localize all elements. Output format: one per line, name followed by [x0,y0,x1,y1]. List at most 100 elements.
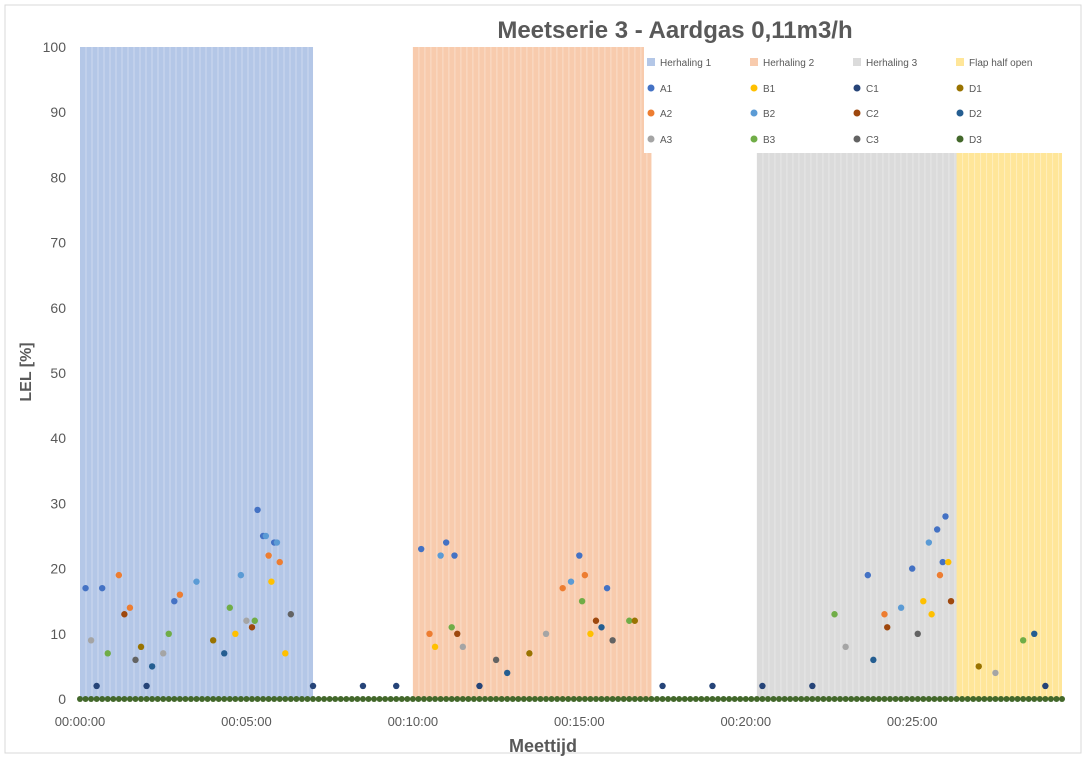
point-D3 [254,696,261,702]
point-D3 [559,696,566,702]
point-A1 [576,552,583,559]
point-D3 [204,696,211,702]
point-D3 [509,696,516,702]
point-D3 [160,696,167,702]
legend-label: B3 [763,135,776,146]
point-D1 [631,617,639,624]
point-D3 [276,696,283,702]
legend-swatch [647,58,655,66]
point-C1 [359,682,367,690]
point-D3 [237,696,244,702]
point-D3 [393,696,400,702]
point-C1 [709,682,716,690]
point-D3 [271,696,278,702]
point-D3 [953,696,960,702]
point-D3 [592,696,599,702]
point-B2 [237,571,245,579]
point-D3 [787,696,794,702]
point-A1 [933,526,941,533]
point-A3 [243,617,250,624]
point-D3 [493,696,500,702]
point-B1 [920,598,927,605]
legend-swatch [853,109,861,117]
point-D3 [326,696,333,702]
legend-swatch [750,109,758,117]
point-D3 [298,696,305,702]
point-D3 [570,696,577,702]
point-D3 [287,696,294,702]
point-D3 [875,696,882,702]
point-A2 [936,571,944,579]
legend-label: C3 [866,135,879,146]
point-B3 [1019,637,1027,644]
point-C2 [884,624,891,631]
point-D3 [742,696,749,702]
point-D2 [148,663,156,670]
point-D3 [187,696,194,702]
point-B1 [282,650,289,657]
point-D3 [715,696,722,702]
point-D3 [887,696,894,702]
point-D3 [554,696,561,702]
point-B1 [928,611,935,618]
y-tick-label: 80 [50,169,66,185]
point-B3 [626,617,633,624]
point-D3 [781,696,788,702]
point-D3 [1059,696,1065,702]
y-tick-label: 30 [50,495,66,511]
point-D3 [859,696,866,702]
point-A2 [276,558,283,566]
point-D3 [548,696,555,702]
point-A2 [265,552,272,559]
point-D3 [398,696,405,702]
x-tick-label: 00:00:00 [55,714,106,729]
point-D3 [437,696,444,702]
point-D3 [93,696,100,702]
point-B3 [831,611,838,618]
legend-swatch [750,58,758,66]
point-D3 [687,696,694,702]
point-D3 [648,696,655,702]
point-D3 [970,696,977,702]
point-A1 [442,539,450,546]
x-tick-label: 00:20:00 [720,714,771,729]
legend-label: A3 [660,135,673,146]
point-A1 [171,598,178,605]
point-D3 [520,696,527,702]
point-D3 [698,696,705,702]
point-D3 [304,696,311,702]
x-tick-label: 00:25:00 [887,714,938,729]
point-D3 [642,696,649,702]
point-D3 [576,696,583,702]
point-D3 [193,696,200,702]
point-D3 [709,696,716,702]
point-D3 [526,696,533,702]
point-D3 [809,696,816,702]
x-axis-title: Meettijd [509,736,577,756]
point-B3 [165,630,172,637]
point-D3 [681,696,688,702]
point-C1 [809,682,816,690]
point-D3 [920,696,927,702]
point-D3 [620,696,627,702]
legend-label: Herhaling 2 [763,58,815,69]
point-D3 [565,696,572,702]
point-D3 [365,696,372,702]
point-B3 [578,598,586,605]
point-D3 [1020,696,1027,702]
point-D3 [609,696,616,702]
point-D3 [215,696,222,702]
point-D3 [77,696,83,702]
point-D3 [931,696,938,702]
point-D3 [659,696,666,702]
point-D3 [731,696,738,702]
point-D3 [332,696,339,702]
point-D3 [504,696,511,702]
point-D2 [221,650,228,657]
point-C3 [914,630,921,637]
point-D3 [842,696,849,702]
point-D3 [748,696,755,702]
point-D3 [892,696,899,702]
point-D3 [265,696,272,702]
